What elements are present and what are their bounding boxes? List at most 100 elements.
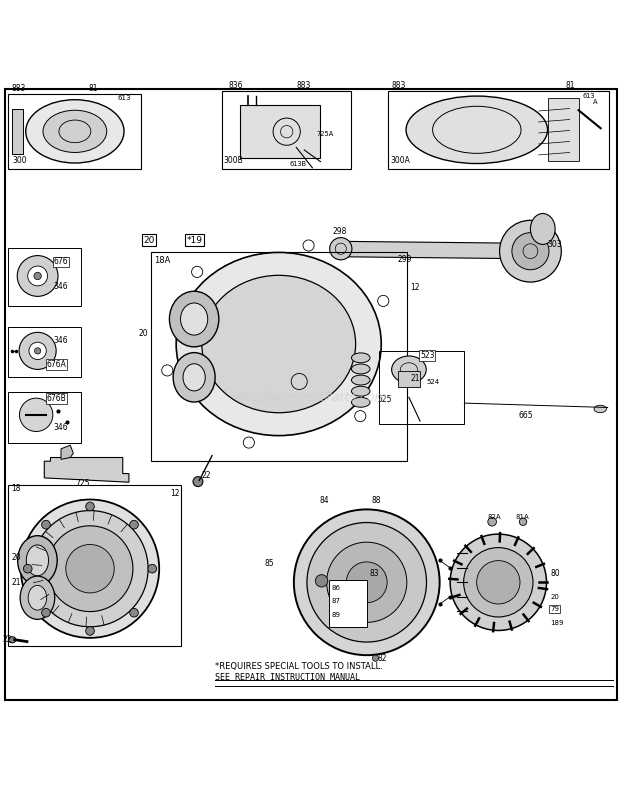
Bar (547, 99, 578, 161)
Ellipse shape (352, 375, 370, 385)
Text: 12: 12 (410, 283, 420, 292)
Text: 21: 21 (410, 375, 420, 383)
Circle shape (450, 534, 546, 630)
Bar (9, 327, 81, 377)
Text: 81A: 81A (516, 514, 529, 520)
Circle shape (464, 548, 533, 617)
Ellipse shape (406, 96, 547, 163)
Circle shape (86, 626, 94, 635)
Circle shape (307, 522, 427, 642)
Text: 21: 21 (12, 578, 21, 587)
Circle shape (477, 561, 520, 604)
Ellipse shape (392, 356, 426, 383)
Text: 20: 20 (12, 553, 21, 562)
Ellipse shape (169, 291, 219, 347)
Circle shape (500, 220, 561, 282)
Ellipse shape (531, 214, 555, 245)
Text: 83: 83 (370, 569, 379, 578)
Text: 22: 22 (202, 471, 211, 480)
Circle shape (148, 564, 157, 573)
Circle shape (330, 237, 352, 260)
Ellipse shape (183, 364, 205, 391)
Circle shape (86, 502, 94, 510)
Circle shape (42, 520, 50, 529)
Circle shape (28, 266, 48, 286)
Text: 299: 299 (397, 255, 412, 264)
Ellipse shape (180, 303, 208, 335)
Text: 525: 525 (378, 394, 392, 404)
Text: 883: 883 (12, 84, 26, 92)
Polygon shape (339, 241, 515, 259)
Ellipse shape (316, 574, 328, 587)
Bar (388, 91, 609, 169)
Ellipse shape (26, 545, 48, 576)
Text: A: A (593, 99, 598, 105)
Bar (9, 485, 182, 646)
Ellipse shape (352, 387, 370, 396)
Ellipse shape (20, 576, 55, 619)
Text: 346: 346 (54, 423, 68, 432)
Text: 303: 303 (547, 241, 562, 249)
Text: 79: 79 (550, 606, 559, 612)
Circle shape (21, 499, 159, 638)
Text: 346: 346 (54, 336, 68, 345)
Circle shape (42, 608, 50, 617)
Text: 18A: 18A (154, 256, 170, 265)
Text: 84: 84 (319, 496, 329, 505)
Ellipse shape (173, 353, 215, 402)
Text: 20: 20 (550, 594, 559, 600)
Ellipse shape (352, 364, 370, 374)
Text: 20: 20 (138, 329, 148, 338)
Circle shape (520, 518, 527, 525)
Circle shape (130, 520, 138, 529)
Bar (151, 252, 407, 461)
Circle shape (303, 240, 314, 251)
Text: 883: 883 (297, 81, 311, 90)
Text: 300: 300 (12, 156, 27, 166)
Ellipse shape (202, 275, 356, 413)
Ellipse shape (352, 353, 370, 363)
Text: 86: 86 (332, 585, 341, 591)
Text: 18: 18 (12, 484, 21, 493)
Circle shape (19, 332, 56, 369)
Circle shape (130, 608, 138, 617)
Ellipse shape (176, 252, 381, 436)
Circle shape (373, 655, 379, 661)
Text: 22: 22 (2, 634, 12, 644)
Circle shape (378, 295, 389, 306)
Bar (12, 109, 23, 154)
Bar (9, 248, 81, 306)
Ellipse shape (594, 406, 606, 413)
Text: 298: 298 (333, 227, 347, 236)
Text: 87: 87 (332, 598, 341, 604)
Circle shape (34, 272, 42, 279)
Bar (329, 580, 367, 627)
Bar (221, 91, 352, 169)
Text: 725A: 725A (316, 131, 334, 137)
Text: 676A: 676A (46, 360, 66, 369)
Text: 81: 81 (565, 81, 575, 90)
Text: 80: 80 (550, 569, 560, 578)
Text: 883: 883 (391, 81, 406, 90)
Text: *19: *19 (187, 236, 202, 245)
Text: 613: 613 (117, 95, 131, 101)
Text: 524: 524 (426, 380, 439, 385)
Text: 20: 20 (143, 236, 154, 245)
Text: 613B: 613B (289, 161, 306, 167)
Text: 665: 665 (518, 411, 533, 420)
Bar (9, 94, 141, 169)
Circle shape (294, 510, 440, 655)
Circle shape (24, 564, 32, 573)
Ellipse shape (17, 536, 57, 585)
Text: 613: 613 (583, 93, 595, 99)
Text: 189: 189 (550, 619, 564, 626)
Ellipse shape (352, 398, 370, 407)
Bar (9, 392, 81, 443)
Text: 300B: 300B (223, 156, 243, 166)
Circle shape (355, 410, 366, 421)
Text: 300A: 300A (391, 156, 410, 166)
Text: eReplacementParts.com: eReplacementParts.com (235, 391, 388, 404)
Ellipse shape (9, 637, 16, 643)
Polygon shape (44, 458, 129, 482)
Bar (240, 106, 321, 158)
